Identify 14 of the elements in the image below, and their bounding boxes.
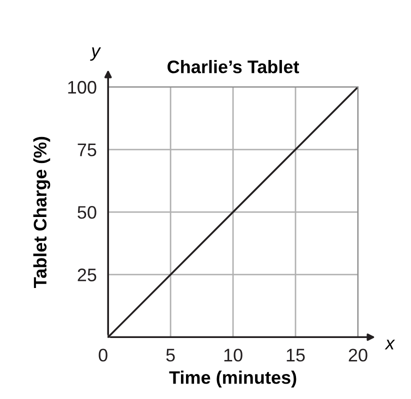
x-tick-label: 20 <box>348 348 368 362</box>
x-tick-label: 10 <box>224 348 242 362</box>
y-tick-label: 75 <box>78 144 96 156</box>
text: x <box>384 340 396 350</box>
x-axis-title: Time (minutes) <box>169 370 296 388</box>
y-tick-label: 25 <box>78 268 96 282</box>
chart-title: Charlie’s Tablet <box>168 60 300 74</box>
y-tick-label: 50 <box>78 206 96 219</box>
x-tick-label: 0 <box>98 348 108 362</box>
y-axis-title: Tablet Charge (%) <box>33 136 50 288</box>
y-tick-label: 100 <box>68 80 96 94</box>
x-tick-label: 5 <box>166 348 175 362</box>
x-tick-label: 15 <box>286 348 305 362</box>
text: y <box>90 47 102 61</box>
